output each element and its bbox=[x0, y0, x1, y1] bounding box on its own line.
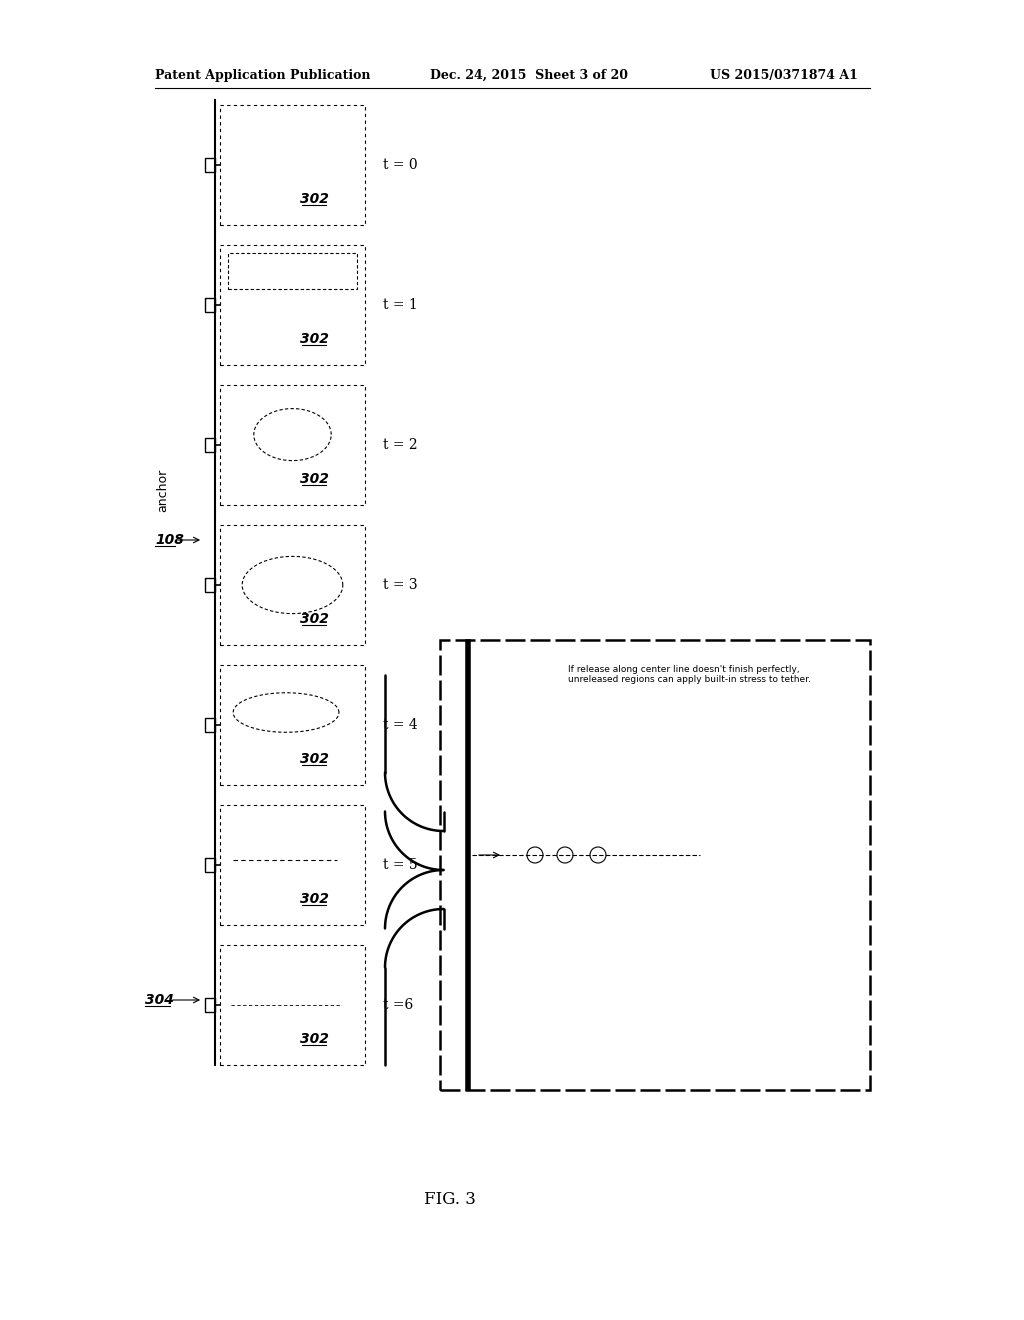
Text: Dec. 24, 2015  Sheet 3 of 20: Dec. 24, 2015 Sheet 3 of 20 bbox=[430, 69, 628, 82]
Bar bbox=[205, 438, 215, 451]
Bar bbox=[205, 858, 215, 873]
Text: 302: 302 bbox=[300, 191, 329, 206]
Text: Patent Application Publication: Patent Application Publication bbox=[155, 69, 371, 82]
Text: 302: 302 bbox=[300, 1032, 329, 1045]
Bar bbox=[205, 998, 215, 1012]
Text: t = 3: t = 3 bbox=[383, 578, 418, 591]
Text: FIG. 3: FIG. 3 bbox=[424, 1192, 476, 1209]
Text: If release along center line doesn't finish perfectly,
unreleased regions can ap: If release along center line doesn't fin… bbox=[567, 665, 810, 684]
Bar bbox=[220, 665, 365, 785]
Text: 302: 302 bbox=[300, 471, 329, 486]
Text: t = 0: t = 0 bbox=[383, 158, 418, 172]
Bar bbox=[220, 106, 365, 224]
Bar bbox=[228, 253, 357, 289]
Bar bbox=[220, 246, 365, 366]
Text: 302: 302 bbox=[300, 891, 329, 906]
Bar bbox=[220, 525, 365, 645]
Bar bbox=[440, 640, 870, 1090]
Text: t = 5: t = 5 bbox=[383, 858, 418, 873]
Text: 302: 302 bbox=[300, 611, 329, 626]
Text: 302: 302 bbox=[300, 751, 329, 766]
Bar bbox=[205, 158, 215, 172]
Bar bbox=[220, 385, 365, 506]
Text: US 2015/0371874 A1: US 2015/0371874 A1 bbox=[710, 69, 858, 82]
Text: 304: 304 bbox=[145, 993, 174, 1007]
Bar bbox=[205, 718, 215, 733]
Text: t =6: t =6 bbox=[383, 998, 414, 1012]
Text: t = 2: t = 2 bbox=[383, 438, 418, 451]
Text: anchor: anchor bbox=[157, 469, 170, 512]
Bar bbox=[205, 578, 215, 591]
Text: t = 4: t = 4 bbox=[383, 718, 418, 733]
Bar bbox=[220, 945, 365, 1065]
Text: t = 1: t = 1 bbox=[383, 298, 418, 312]
Text: 302: 302 bbox=[300, 331, 329, 346]
Bar bbox=[205, 298, 215, 312]
Text: 108: 108 bbox=[155, 533, 184, 546]
Bar bbox=[220, 805, 365, 925]
